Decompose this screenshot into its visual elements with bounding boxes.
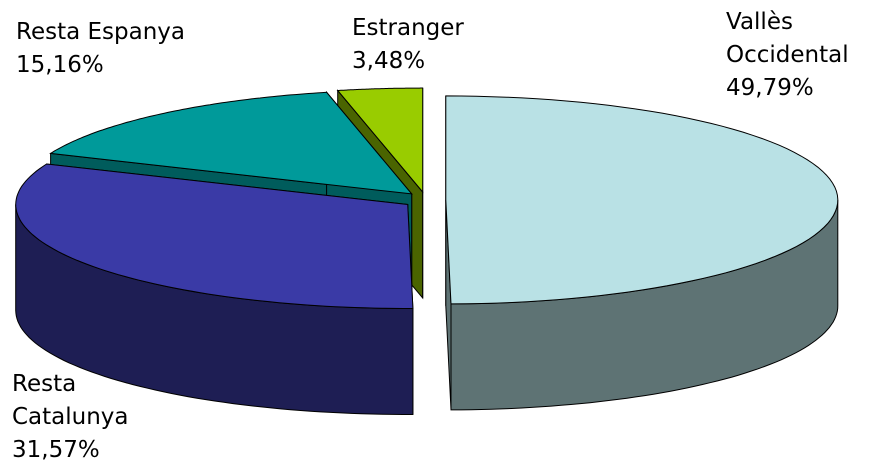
category-label: Vallès Occidental [726, 9, 849, 68]
slice-label: Resta Espanya 15,16% [16, 16, 276, 82]
value-label: 15,16% [16, 52, 104, 78]
slice [445, 95, 839, 305]
slice-label: Vallès Occidental 49,79% [726, 6, 876, 105]
category-label: Estranger [352, 15, 464, 41]
slice-label: Resta Catalunya 31,57% [12, 368, 172, 467]
value-label: 3,48% [352, 48, 426, 74]
slice-label: Estranger 3,48% [352, 12, 532, 78]
value-label: 49,79% [726, 75, 814, 101]
value-label: 31,57% [12, 437, 100, 463]
slice [49, 91, 413, 195]
category-label: Resta Catalunya [12, 371, 129, 430]
slice [15, 163, 414, 309]
slice [336, 87, 424, 194]
category-label: Resta Espanya [16, 19, 185, 45]
